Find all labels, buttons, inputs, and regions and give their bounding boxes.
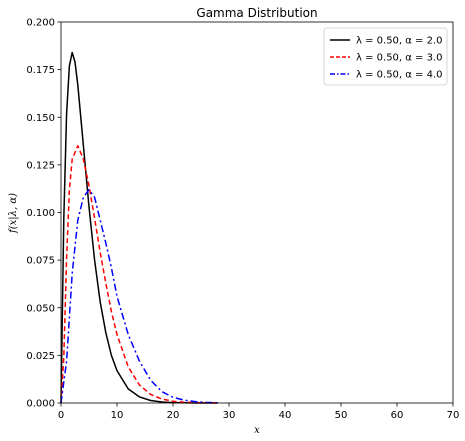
y-tick-label: 0.175 [26,65,55,76]
x-tick-label: 20 [167,410,180,421]
y-tick-label: 0.025 [26,351,55,362]
legend: λ = 0.50, α = 2.0 λ = 0.50, α = 3.0 λ = 0.… [324,28,447,85]
y-tick-label: 0.150 [26,113,55,124]
chart-title: Gamma Distribution [196,6,317,20]
y-tick-label: 0.200 [26,18,55,29]
x-tick-label: 30 [223,410,236,421]
x-tick-label: 60 [391,410,404,421]
legend-entry-1: λ = 0.50, α = 2.0 [356,36,443,47]
x-axis-label: x [254,425,260,436]
x-tick-label: 70 [447,410,460,421]
x-tick-label: 40 [279,410,292,421]
legend-entry-3: λ = 0.50, α = 4.0 [356,70,443,81]
y-tick-label: 0.000 [26,399,55,410]
y-tick-label: 0.050 [26,303,55,314]
x-tick-label: 50 [335,410,348,421]
legend-entry-2: λ = 0.50, α = 3.0 [356,53,443,64]
y-axis-label: f(x|λ, α) [8,193,19,234]
x-tick-label: 0 [58,410,64,421]
x-tick-label: 10 [111,410,124,421]
y-tick-label: 0.100 [26,208,55,219]
y-tick-label: 0.075 [26,256,55,267]
y-tick-label: 0.125 [26,160,55,171]
